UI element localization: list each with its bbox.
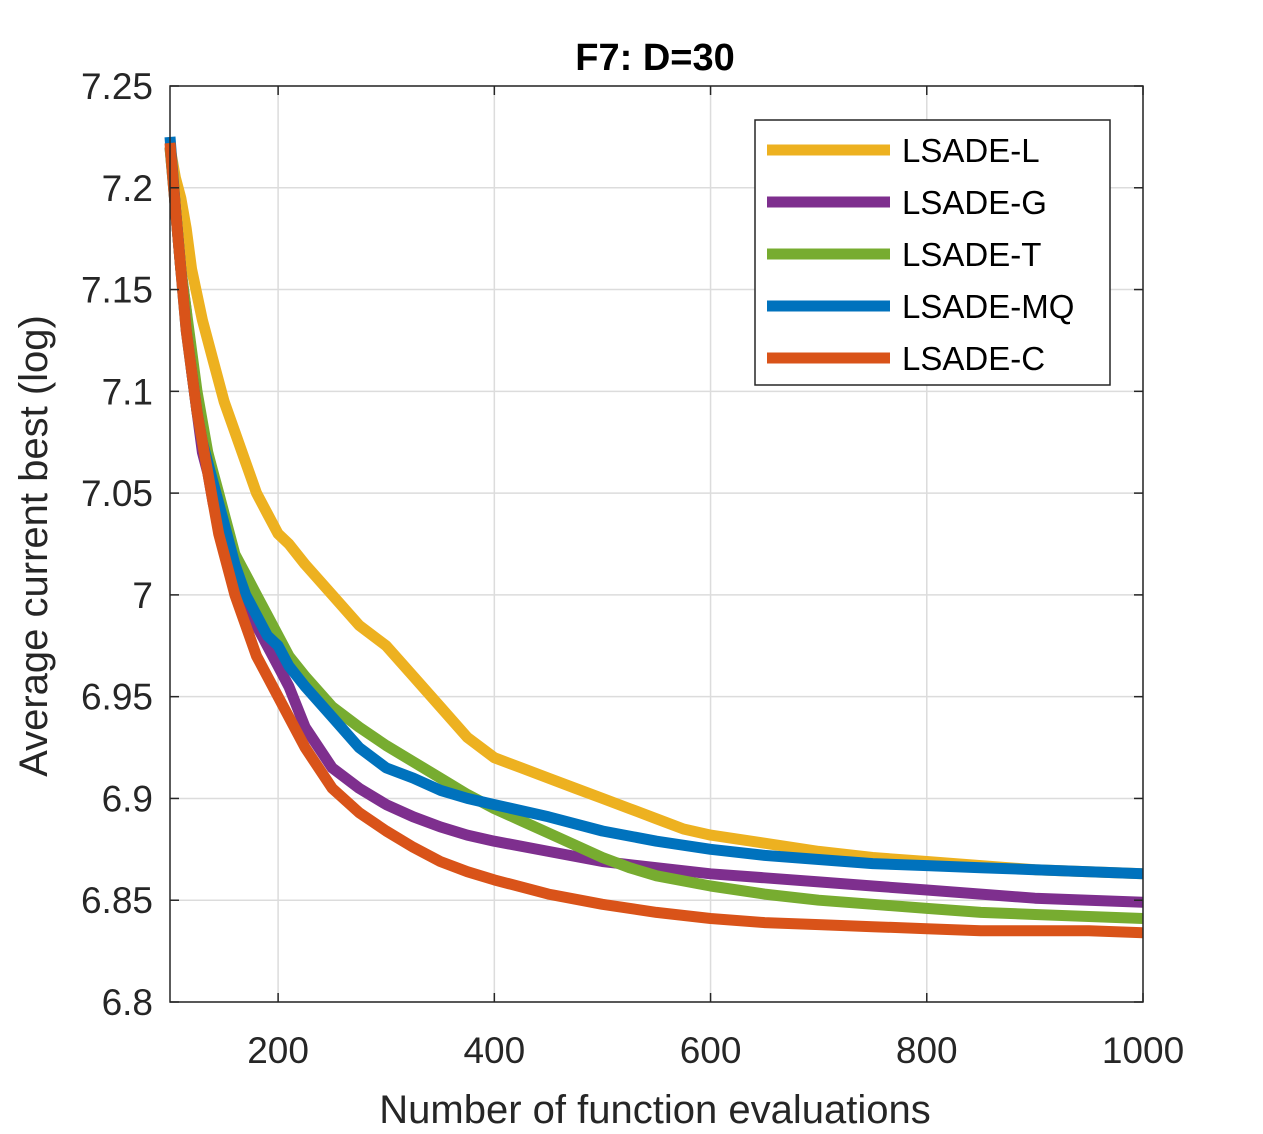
chart-title: F7: D=30 xyxy=(575,37,734,79)
y-tick-label: 7.25 xyxy=(81,66,153,107)
y-tick-label: 7.1 xyxy=(102,371,153,412)
y-tick-label: 6.9 xyxy=(102,778,153,819)
legend-label-lsade-mq: LSADE-MQ xyxy=(902,288,1074,325)
legend-label-lsade-l: LSADE-L xyxy=(902,132,1040,169)
x-tick-label: 600 xyxy=(680,1030,742,1071)
series-line-lsade-l xyxy=(164,146,1144,880)
y-tick-label: 6.95 xyxy=(81,677,153,718)
legend-label-lsade-c: LSADE-C xyxy=(902,340,1045,377)
y-tick-label: 6.85 xyxy=(81,880,153,921)
series-lines xyxy=(164,136,1144,939)
x-axis-label: Number of function evaluations xyxy=(379,1088,930,1132)
x-tick-label: 800 xyxy=(896,1030,958,1071)
x-tick-label: 400 xyxy=(463,1030,525,1071)
y-axis-label: Average current best (log) xyxy=(12,315,56,777)
x-tick-label: 1000 xyxy=(1102,1030,1184,1071)
plot-frame xyxy=(169,85,1144,1003)
series-line-lsade-c xyxy=(164,142,1144,939)
y-tick-label: 7.2 xyxy=(102,168,153,209)
legend-label-lsade-t: LSADE-T xyxy=(902,236,1041,273)
y-tick-label: 6.8 xyxy=(102,982,153,1023)
y-tick-label: 7 xyxy=(132,575,153,616)
axis-ticks: 200 400 600 800 1000 6.8 6.85 6.9 6.95 7 7.05 7.1 7.… xyxy=(81,66,1184,1071)
legend-label-lsade-g: LSADE-G xyxy=(902,184,1047,221)
x-tick-label: 200 xyxy=(247,1030,309,1071)
legend: LSADE-L LSADE-G LSADE-T LSADE-MQ LSADE-C xyxy=(754,119,1111,386)
y-tick-label: 7.05 xyxy=(81,473,153,514)
y-tick-label: 7.15 xyxy=(81,270,153,311)
